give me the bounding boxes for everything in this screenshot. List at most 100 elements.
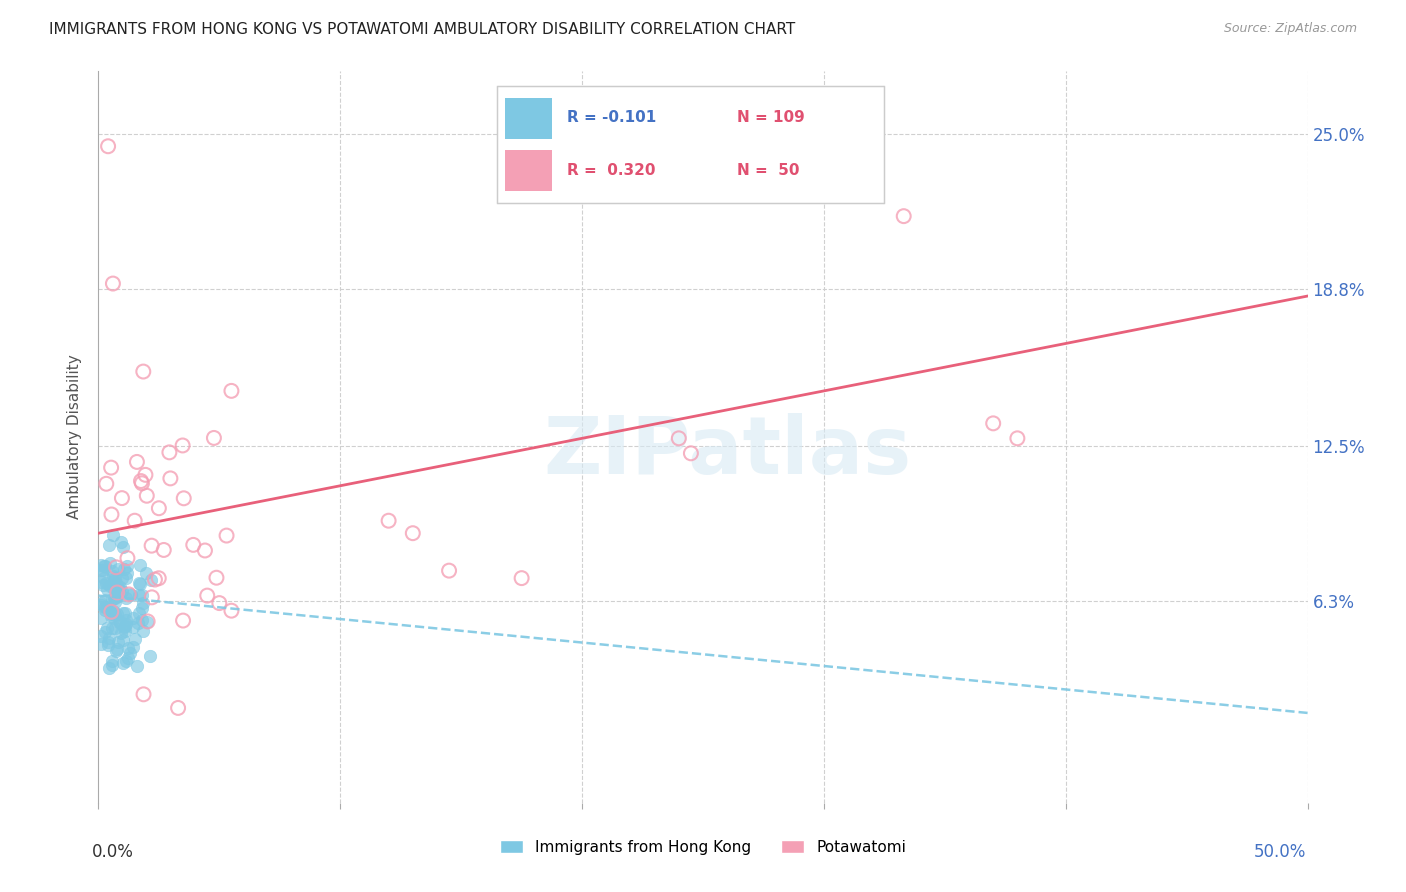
Point bbox=[173, 491, 195, 506]
Point bbox=[132, 624, 155, 639]
Point bbox=[128, 588, 150, 602]
Point bbox=[105, 589, 128, 603]
Point bbox=[131, 476, 153, 491]
Point bbox=[100, 604, 122, 618]
Point bbox=[221, 604, 243, 618]
Point bbox=[129, 474, 152, 488]
Point bbox=[96, 476, 118, 491]
Point bbox=[96, 576, 118, 591]
Point bbox=[100, 460, 122, 475]
Point bbox=[131, 613, 153, 627]
Point bbox=[377, 514, 399, 528]
Point bbox=[215, 528, 238, 542]
Point bbox=[94, 599, 117, 614]
Point bbox=[100, 609, 122, 624]
Point bbox=[117, 640, 139, 655]
Point bbox=[98, 579, 121, 593]
Point bbox=[103, 528, 125, 542]
Point bbox=[90, 563, 112, 577]
Point bbox=[172, 438, 194, 452]
Point bbox=[93, 593, 115, 607]
Point bbox=[101, 607, 124, 621]
Text: 50.0%: 50.0% bbox=[1253, 843, 1306, 861]
Point bbox=[97, 635, 120, 649]
Point bbox=[100, 658, 122, 673]
Point bbox=[107, 562, 129, 576]
Point bbox=[101, 564, 124, 578]
Point bbox=[104, 571, 127, 585]
Point bbox=[122, 640, 145, 655]
Point bbox=[105, 560, 128, 574]
Point bbox=[437, 564, 460, 578]
Point bbox=[221, 384, 243, 398]
Point bbox=[91, 563, 114, 577]
Point bbox=[134, 467, 156, 482]
Point bbox=[117, 651, 139, 665]
Point bbox=[103, 610, 125, 624]
Point bbox=[117, 551, 139, 566]
Point bbox=[148, 571, 170, 585]
Point bbox=[108, 582, 131, 597]
Text: Source: ZipAtlas.com: Source: ZipAtlas.com bbox=[1223, 22, 1357, 36]
Point bbox=[90, 598, 112, 612]
Point bbox=[118, 646, 141, 660]
Point bbox=[108, 615, 131, 629]
Point bbox=[128, 575, 150, 590]
Point bbox=[97, 139, 120, 153]
Point bbox=[104, 607, 127, 622]
Point bbox=[981, 417, 1004, 431]
Point bbox=[90, 596, 112, 610]
Point bbox=[111, 491, 134, 505]
Point bbox=[112, 541, 135, 555]
Point bbox=[1007, 431, 1029, 445]
Point bbox=[111, 571, 134, 585]
Point bbox=[103, 580, 125, 594]
Point bbox=[125, 455, 148, 469]
Point bbox=[107, 585, 129, 599]
Point bbox=[148, 501, 170, 516]
Point bbox=[108, 615, 131, 630]
Point bbox=[90, 558, 112, 572]
Point bbox=[159, 471, 181, 485]
Point bbox=[122, 620, 145, 634]
Point bbox=[91, 578, 114, 592]
Point bbox=[90, 629, 112, 643]
Point bbox=[103, 574, 125, 589]
Point bbox=[104, 621, 127, 635]
Point bbox=[194, 543, 217, 558]
Point bbox=[172, 614, 194, 628]
Point bbox=[108, 580, 131, 594]
Point bbox=[124, 514, 146, 528]
Point bbox=[114, 613, 136, 627]
Point bbox=[128, 558, 150, 572]
Point bbox=[121, 610, 143, 624]
Point bbox=[94, 624, 117, 639]
Point bbox=[105, 576, 128, 591]
Point bbox=[111, 584, 134, 599]
Point bbox=[124, 632, 146, 646]
Point bbox=[125, 659, 148, 673]
Point bbox=[100, 605, 122, 619]
Point bbox=[128, 606, 150, 620]
Point bbox=[105, 642, 128, 657]
Point bbox=[115, 654, 138, 668]
Point bbox=[101, 592, 124, 607]
Point bbox=[402, 526, 425, 541]
Point bbox=[98, 556, 121, 570]
Point bbox=[510, 571, 533, 585]
Legend: Immigrants from Hong Kong, Potawatomi: Immigrants from Hong Kong, Potawatomi bbox=[494, 834, 912, 861]
Point bbox=[114, 591, 136, 606]
Point bbox=[93, 559, 115, 574]
Point bbox=[141, 539, 163, 553]
Text: 0.0%: 0.0% bbox=[91, 843, 134, 861]
Point bbox=[136, 615, 159, 629]
Point bbox=[141, 591, 163, 605]
Point bbox=[893, 209, 915, 223]
Point bbox=[668, 431, 690, 445]
Point bbox=[120, 587, 142, 601]
Point bbox=[107, 635, 129, 649]
Point bbox=[101, 604, 124, 618]
Point bbox=[96, 621, 118, 635]
Point bbox=[208, 596, 231, 610]
Point bbox=[205, 571, 228, 585]
